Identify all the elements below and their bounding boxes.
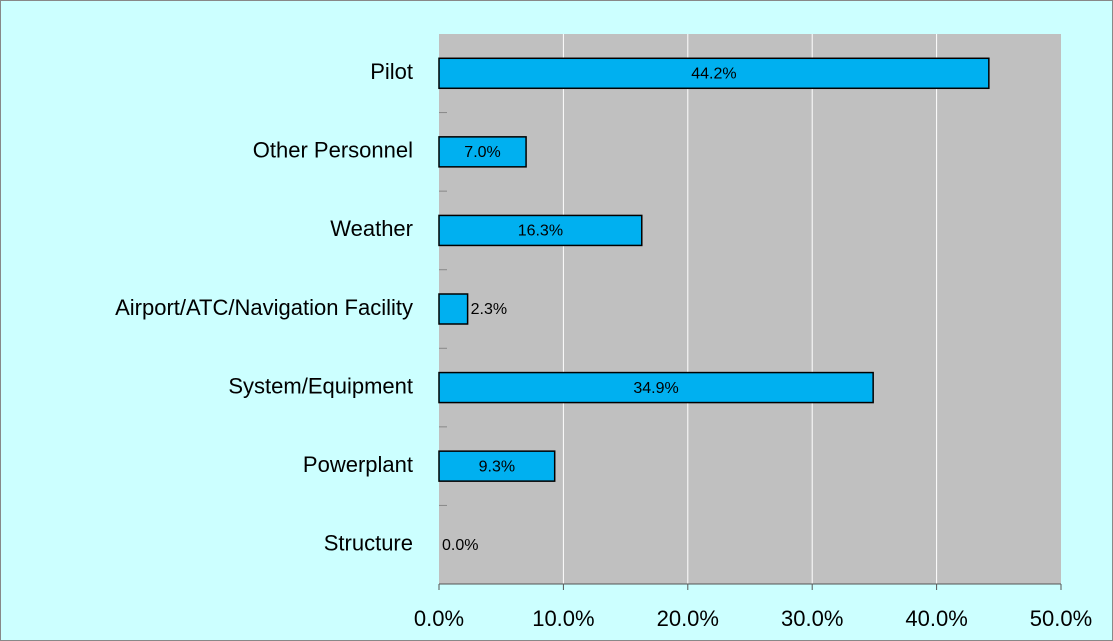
- y-tick-label: Airport/ATC/Navigation Facility: [115, 295, 413, 320]
- y-tick-label: Weather: [330, 216, 413, 241]
- y-tick-label: Powerplant: [303, 452, 413, 477]
- y-tick-label: Structure: [324, 531, 413, 556]
- x-tick-label: 10.0%: [532, 606, 594, 631]
- data-label: 44.2%: [691, 66, 736, 83]
- x-tick-label: 50.0%: [1030, 606, 1092, 631]
- bar: [438, 57, 990, 90]
- x-tick-label: 20.0%: [657, 606, 719, 631]
- bar: [438, 450, 556, 482]
- data-label: 7.0%: [464, 144, 500, 161]
- bar: [438, 293, 469, 325]
- y-tick-label: System/Equipment: [228, 373, 413, 398]
- x-tick-label: 40.0%: [905, 606, 967, 631]
- data-label: 0.0%: [442, 537, 478, 554]
- bar: [438, 136, 527, 168]
- plot-area: [439, 34, 1061, 584]
- data-label: 34.9%: [633, 380, 678, 397]
- y-tick-label: Pilot: [370, 59, 413, 84]
- x-tick-label: 30.0%: [781, 606, 843, 631]
- data-label: 9.3%: [479, 458, 515, 475]
- data-label: 2.3%: [471, 301, 507, 318]
- y-tick-label: Other Personnel: [253, 138, 413, 163]
- bar: [438, 371, 874, 404]
- bar: [438, 214, 643, 247]
- x-tick-label: 0.0%: [414, 606, 464, 631]
- data-label: 16.3%: [518, 223, 563, 240]
